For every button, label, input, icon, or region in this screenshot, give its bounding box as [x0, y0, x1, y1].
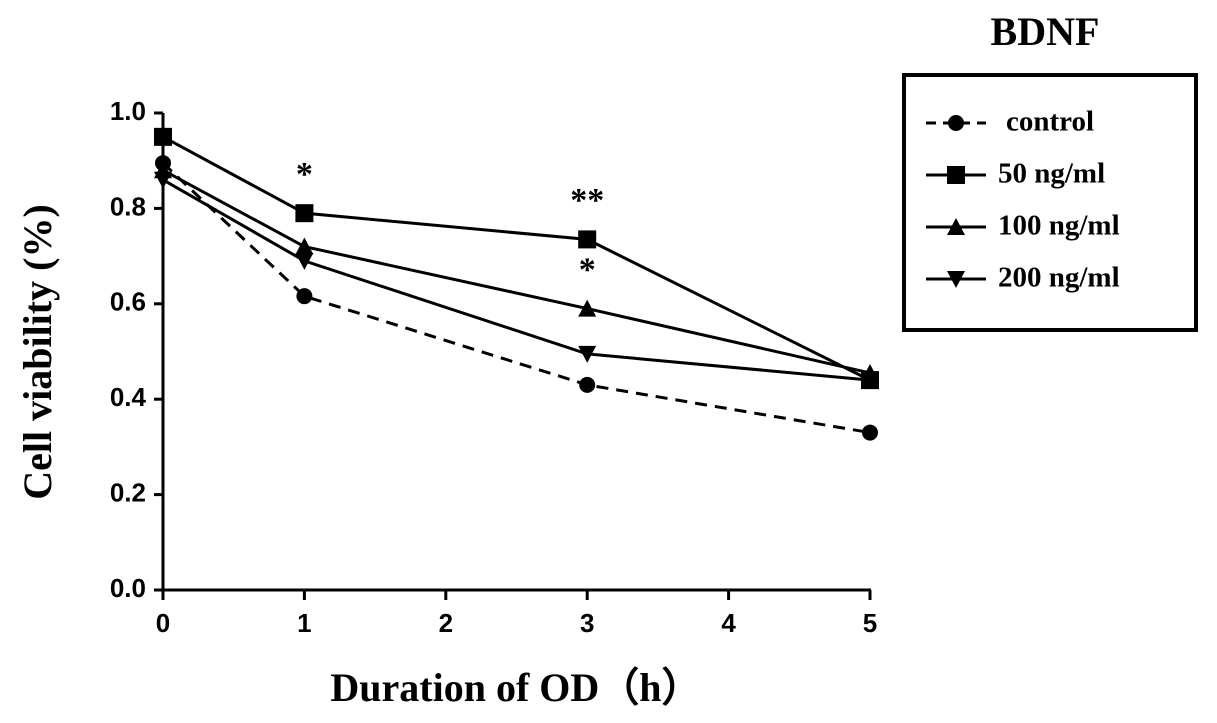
marker: [579, 376, 596, 393]
marker: [578, 230, 597, 249]
annotation: *: [579, 251, 596, 288]
x-tick-label: 5: [863, 608, 877, 638]
y-axis-label: Cell viability (%): [15, 204, 60, 500]
marker: [295, 237, 314, 255]
marker: [948, 115, 964, 131]
legend-title: BDNF: [991, 9, 1100, 54]
x-tick-label: 2: [439, 608, 453, 638]
y-tick-label: 0.4: [110, 382, 147, 412]
marker: [862, 424, 878, 441]
legend-label: control: [1006, 106, 1094, 138]
marker: [154, 127, 172, 146]
series-line: [162, 135, 871, 382]
marker: [947, 166, 965, 184]
y-tick-label: 0.2: [110, 477, 146, 507]
y-tick-label: 1.0: [110, 96, 146, 126]
marker: [296, 288, 313, 305]
marker: [578, 299, 597, 317]
series-line: [162, 168, 871, 375]
legend-label: 50 ng/ml: [998, 158, 1105, 190]
marker: [861, 372, 879, 390]
legend-label: 200 ng/ml: [998, 262, 1120, 294]
x-tick-label: 3: [580, 608, 594, 638]
marker: [947, 218, 965, 235]
marker: [295, 252, 314, 270]
legend-box: [902, 73, 1198, 332]
x-axis-label: Duration of OD（h）: [330, 665, 701, 710]
annotation: *: [296, 156, 313, 193]
series-line: [161, 161, 871, 435]
x-tick-label: 4: [721, 608, 736, 638]
y-tick-label: 0.0: [110, 573, 146, 603]
annotation: **: [570, 182, 604, 219]
marker: [154, 171, 172, 189]
series-line: [162, 178, 871, 382]
y-tick-label: 0.8: [110, 191, 146, 221]
y-tick-label: 0.6: [110, 287, 146, 317]
marker: [947, 271, 965, 288]
legend-label: 100 ng/ml: [998, 210, 1120, 242]
x-tick-label: 0: [156, 608, 170, 638]
marker: [295, 204, 314, 223]
x-tick-label: 1: [297, 608, 311, 638]
marker: [578, 345, 597, 363]
